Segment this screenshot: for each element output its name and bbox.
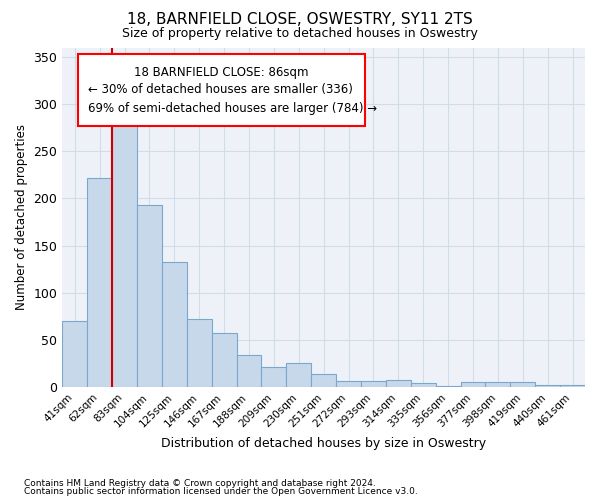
Bar	[511, 382, 535, 387]
Bar	[311, 374, 336, 387]
Bar	[162, 262, 187, 387]
Text: Contains public sector information licensed under the Open Government Licence v3: Contains public sector information licen…	[24, 487, 418, 496]
Bar	[436, 386, 461, 387]
Text: 18 BARNFIELD CLOSE: 86sqm: 18 BARNFIELD CLOSE: 86sqm	[134, 66, 309, 79]
Bar	[336, 382, 361, 387]
Bar	[286, 364, 311, 387]
Bar	[361, 382, 386, 387]
X-axis label: Distribution of detached houses by size in Oswestry: Distribution of detached houses by size …	[161, 437, 486, 450]
Bar	[212, 333, 236, 387]
Bar	[236, 355, 262, 387]
Bar	[535, 385, 560, 387]
Bar	[87, 178, 112, 387]
Bar	[386, 380, 411, 387]
Text: Contains HM Land Registry data © Crown copyright and database right 2024.: Contains HM Land Registry data © Crown c…	[24, 478, 376, 488]
Text: 18, BARNFIELD CLOSE, OSWESTRY, SY11 2TS: 18, BARNFIELD CLOSE, OSWESTRY, SY11 2TS	[127, 12, 473, 28]
Text: ← 30% of detached houses are smaller (336): ← 30% of detached houses are smaller (33…	[88, 83, 353, 96]
Bar	[461, 382, 485, 387]
Bar	[62, 321, 87, 387]
Bar	[485, 382, 511, 387]
Bar	[112, 123, 137, 387]
Bar	[262, 367, 286, 387]
Bar	[187, 319, 212, 387]
Bar	[137, 205, 162, 387]
Bar	[560, 385, 585, 387]
Text: Size of property relative to detached houses in Oswestry: Size of property relative to detached ho…	[122, 28, 478, 40]
FancyBboxPatch shape	[78, 54, 365, 126]
Bar	[411, 383, 436, 387]
Y-axis label: Number of detached properties: Number of detached properties	[15, 124, 28, 310]
Text: 69% of semi-detached houses are larger (784) →: 69% of semi-detached houses are larger (…	[88, 102, 377, 115]
